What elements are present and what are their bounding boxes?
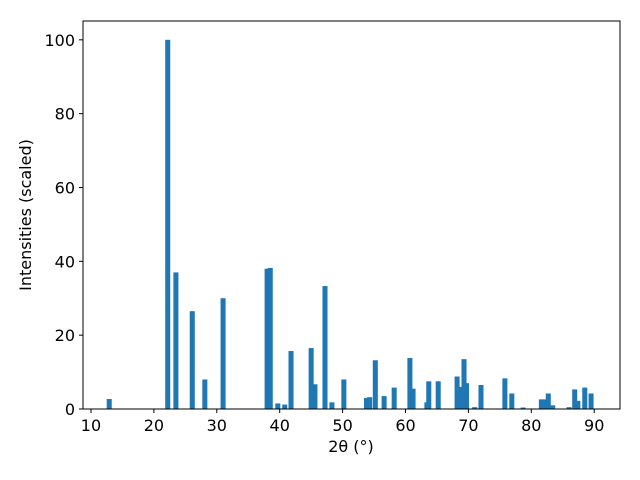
x-tick-label: 60 (395, 416, 415, 435)
bar (372, 360, 378, 409)
x-tick-label: 70 (458, 416, 478, 435)
bar (472, 407, 478, 409)
bar (457, 386, 463, 409)
bar (363, 397, 370, 409)
x-axis-label: 2θ (°) (328, 437, 374, 456)
x-tick-label: 10 (81, 416, 101, 435)
y-tick-label: 80 (55, 105, 75, 124)
bar (341, 379, 347, 409)
bar (426, 381, 432, 409)
y-tick-label: 0 (65, 400, 75, 419)
y-axis-label: Intensities (scaled) (16, 139, 35, 291)
bar (288, 351, 294, 409)
bar (165, 39, 171, 409)
bar (329, 402, 335, 409)
bar (282, 404, 288, 409)
bar (264, 268, 270, 409)
y-tick-label: 40 (55, 252, 75, 271)
bar (545, 393, 551, 409)
bar (582, 387, 588, 409)
x-tick-label: 90 (584, 416, 604, 435)
bar (322, 286, 328, 409)
bar (502, 378, 508, 409)
bar (575, 400, 581, 409)
bar (202, 379, 208, 409)
bar (566, 407, 572, 409)
bar (367, 397, 373, 409)
bar (391, 387, 397, 409)
x-tick-label: 50 (332, 416, 352, 435)
bar (588, 393, 594, 409)
plot-frame (82, 20, 621, 410)
bar (308, 348, 314, 409)
bar (509, 393, 515, 409)
bar (478, 385, 484, 409)
bar (267, 267, 273, 409)
bar (407, 358, 413, 409)
bar (541, 399, 547, 409)
bar (312, 384, 318, 409)
y-tick-label: 60 (55, 178, 75, 197)
x-tick-label: 40 (270, 416, 290, 435)
bar (275, 403, 281, 409)
y-tick-label: 100 (44, 31, 75, 50)
bar (381, 396, 387, 409)
bar (173, 272, 179, 409)
y-tick-label: 20 (55, 326, 75, 345)
bar (189, 311, 195, 409)
x-tick-label: 80 (521, 416, 541, 435)
bar (410, 388, 416, 409)
bar (454, 376, 460, 409)
bar (106, 399, 112, 409)
bar (220, 298, 226, 409)
x-tick-label: 20 (144, 416, 164, 435)
x-tick-label: 30 (207, 416, 227, 435)
bar (520, 407, 526, 409)
bar (572, 389, 578, 409)
bar (550, 405, 556, 409)
bar (464, 383, 470, 409)
bar (435, 381, 441, 409)
